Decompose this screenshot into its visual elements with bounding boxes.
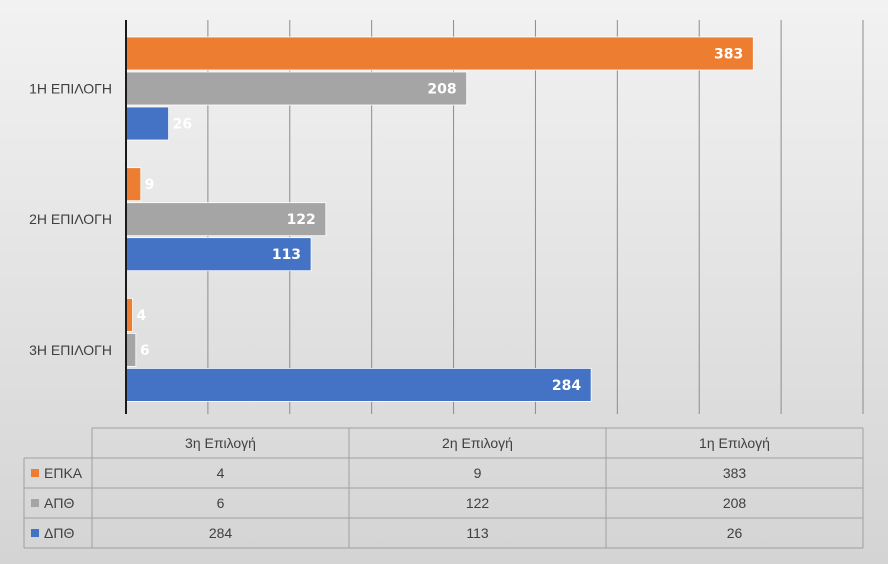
bars: 383 208 26 9 122 113 4 6 284 bbox=[125, 20, 754, 414]
table-column-header: 2η Επιλογή bbox=[442, 435, 513, 451]
bar bbox=[125, 332, 137, 367]
bar bbox=[125, 237, 312, 272]
bar-value-label: 6 bbox=[140, 343, 150, 359]
bar-value-label: 284 bbox=[552, 378, 581, 394]
legend-key bbox=[31, 529, 39, 537]
category-label: 1Η ΕΠΙΛΟΓΗ bbox=[29, 81, 112, 97]
table-cell: 4 bbox=[217, 465, 225, 481]
bar-value-label: 26 bbox=[173, 117, 192, 133]
bar-value-label: 4 bbox=[137, 308, 147, 324]
table-cell: 122 bbox=[466, 495, 490, 511]
bar bbox=[125, 367, 592, 402]
table-row-label: ΔΠΘ bbox=[44, 525, 74, 541]
category-label: 3Η ΕΠΙΛΟΓΗ bbox=[29, 342, 112, 358]
bar bbox=[125, 167, 142, 202]
bar bbox=[125, 36, 754, 71]
legend-key bbox=[31, 499, 39, 507]
table-cell: 26 bbox=[727, 525, 743, 541]
category-label: 2Η ΕΠΙΛΟΓΗ bbox=[29, 211, 112, 227]
bar bbox=[125, 71, 468, 106]
bar-value-label: 9 bbox=[145, 177, 155, 193]
table-row-label: ΕΠΚΑ bbox=[44, 465, 83, 481]
table-cell: 9 bbox=[474, 465, 482, 481]
bar-value-label: 122 bbox=[287, 212, 316, 228]
category-labels: 1Η ΕΠΙΛΟΓΗ 2Η ΕΠΙΛΟΓΗ 3Η ΕΠΙΛΟΓΗ bbox=[29, 81, 112, 358]
table-cell: 284 bbox=[209, 525, 233, 541]
legend-key bbox=[31, 469, 39, 477]
table-cell: 6 bbox=[217, 495, 225, 511]
table-row-label: ΑΠΘ bbox=[44, 495, 74, 511]
data-table: 3η Επιλογή 2η Επιλογή 1η Επιλογή ΕΠΚΑ 4 9 383 Α… bbox=[23, 427, 864, 549]
bar-value-label: 113 bbox=[272, 247, 301, 263]
table-cell: 113 bbox=[466, 525, 489, 541]
table-cell: 383 bbox=[723, 465, 747, 481]
bar bbox=[125, 106, 169, 141]
table-cell: 208 bbox=[723, 495, 747, 511]
bar-value-label: 383 bbox=[714, 47, 743, 63]
table-column-header: 1η Επιλογή bbox=[699, 435, 770, 451]
bar-value-label: 208 bbox=[427, 82, 456, 98]
table-column-header: 3η Επιλογή bbox=[185, 435, 256, 451]
